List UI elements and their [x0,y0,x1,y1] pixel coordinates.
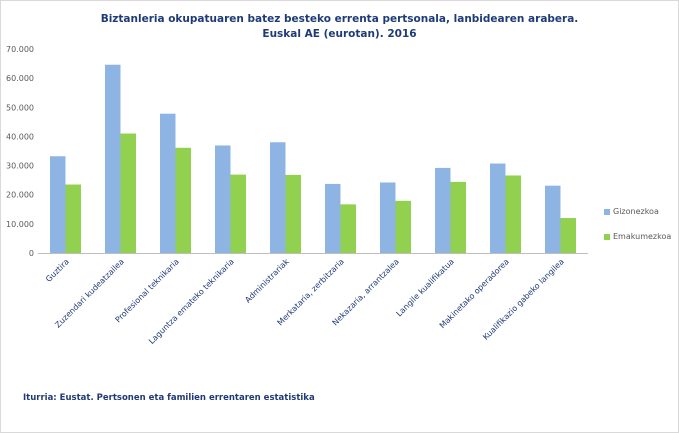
bar-emakumezkoa [285,174,301,253]
bar-gizonezkoa [325,183,341,253]
bar-gizonezkoa [50,156,66,253]
bar-gizonezkoa [380,182,396,253]
y-tick-label: 10.000 [6,220,34,229]
legend: Gizonezkoa Emakumezkoa [604,205,671,255]
legend-label-emakumezkoa: Emakumezkoa [613,232,672,241]
y-tick-label: 40.000 [6,132,34,141]
legend-label-gizonezkoa: Gizonezkoa [613,207,659,216]
bar-gizonezkoa [160,113,176,253]
bar-gizonezkoa [215,145,231,253]
bar-gizonezkoa [545,185,561,253]
bar-gizonezkoa [490,163,506,253]
x-tick-label: Langile kualifikatua [395,257,456,318]
y-tick-label: 70.000 [6,45,34,54]
bar-emakumezkoa [175,147,191,253]
bar-emakumezkoa [65,184,81,253]
x-tick-label: Administrariak [243,257,291,305]
legend-item-gizonezkoa: Gizonezkoa [604,205,671,218]
bar-gizonezkoa [105,64,121,253]
source-note: Iturria: Eustat. Pertsonen eta familien … [23,393,315,403]
legend-item-emakumezkoa: Emakumezkoa [604,230,671,243]
y-tick-label: 50.000 [6,103,34,112]
bar-gizonezkoa [435,167,451,253]
chart-title: Biztanleria okupatuaren batez besteko er… [0,12,679,42]
chart-title-line-2: Euskal AE (eurotan). 2016 [262,28,417,40]
bar-emakumezkoa [230,174,246,253]
y-tick-label: 20.000 [6,191,34,200]
legend-swatch-gizonezkoa [604,208,610,215]
bar-emakumezkoa [505,175,521,253]
bar-emakumezkoa [450,181,466,253]
x-tick-label: Profesional teknikaria [114,257,181,324]
y-tick-label: 30.000 [6,162,34,171]
bar-emakumezkoa [560,218,576,253]
chart-title-line-1: Biztanleria okupatuaren batez besteko er… [100,13,579,25]
bar-gizonezkoa [270,142,286,253]
legend-swatch-emakumezkoa [604,233,610,240]
y-tick-label: 0 [29,249,34,258]
x-tick-label: Guztira [44,257,71,284]
bar-emakumezkoa [395,200,411,253]
y-tick-label: 60.000 [6,74,34,83]
bar-emakumezkoa [120,133,136,253]
bar-emakumezkoa [340,204,356,253]
